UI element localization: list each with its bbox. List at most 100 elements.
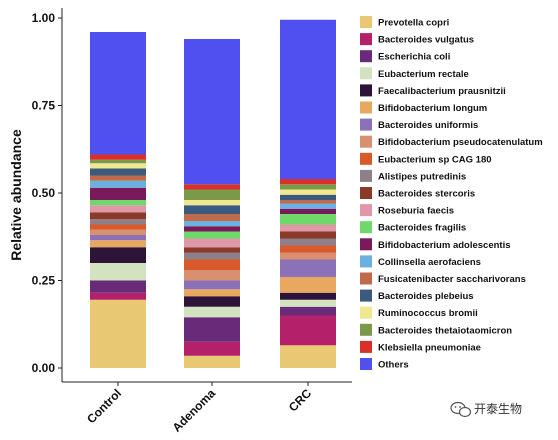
bar-segment-control-20 (90, 32, 146, 155)
bar-segment-crc-7 (280, 252, 336, 260)
y-axis-title: Relative abundance (8, 129, 24, 261)
bar-segment-control-4 (90, 247, 146, 263)
legend-swatch (360, 67, 372, 80)
legend-label: Fusicatenibacter saccharivorans (378, 274, 526, 285)
bar-segment-control-1 (90, 292, 146, 300)
legend-label: Bifidobacterium adolescentis (378, 240, 511, 251)
bar-segment-adenoma-3 (184, 306, 240, 318)
bar-segment-control-6 (90, 235, 146, 241)
legend-swatch (360, 50, 372, 63)
legend-label: Escherichia coli (378, 52, 450, 63)
bar-segment-adenoma-1 (184, 341, 240, 356)
legend-swatch (360, 135, 372, 148)
bar-segment-adenoma-6 (184, 280, 240, 290)
bar-segment-control-14 (90, 180, 146, 188)
bar-segment-adenoma-10 (184, 247, 240, 253)
bar-segment-adenoma-5 (184, 289, 240, 297)
legend-swatch (360, 169, 372, 182)
legend-swatch (360, 152, 372, 165)
bar-segment-crc-6 (280, 259, 336, 277)
bar-segment-crc-10 (280, 231, 336, 239)
bar-segment-crc-4 (280, 292, 336, 300)
bar-segment-control-17 (90, 163, 146, 169)
bar-segment-crc-2 (280, 306, 336, 316)
bar-segment-control-5 (90, 240, 146, 248)
bar-segment-crc-18 (280, 184, 336, 190)
legend-swatch (360, 323, 372, 336)
legend-label: Alistipes putredinis (378, 171, 466, 182)
legend-label: Collinsella aerofaciens (378, 257, 481, 268)
bar-segment-crc-15 (280, 200, 336, 204)
bar-segment-crc-3 (280, 299, 336, 307)
bars-layer (90, 19, 336, 368)
bar-segment-control-8 (90, 224, 146, 230)
bar-segment-crc-5 (280, 277, 336, 293)
legend-swatch (360, 187, 372, 199)
bar-segment-crc-16 (280, 194, 336, 200)
bar-segment-adenoma-19 (184, 184, 240, 190)
bar-segment-crc-11 (280, 224, 336, 232)
bar-segment-adenoma-7 (184, 270, 240, 281)
bar-segment-adenoma-0 (184, 355, 240, 368)
legend-swatch (360, 238, 372, 251)
legend-swatch (360, 272, 372, 285)
categories-layer: Control Adenoma CRC (84, 382, 314, 435)
bar-segment-crc-19 (280, 179, 336, 185)
legend-swatch (360, 221, 372, 234)
legend-label: Eubacterium sp CAG 180 (378, 154, 492, 165)
bar-segment-adenoma-9 (184, 252, 240, 260)
bar-segment-crc-20 (280, 19, 336, 179)
y-tick-label: 0.00 (32, 361, 56, 375)
bar-segment-control-12 (90, 200, 146, 206)
legend: Prevotella copri Bacteroides vulgatus Esch… (360, 16, 543, 371)
bar-segment-control-3 (90, 263, 146, 281)
legend-label: Faecalibacterium prausnitzii (378, 86, 506, 97)
bar-segment-crc-1 (280, 315, 336, 346)
axis-layer (61, 8, 352, 383)
legend-label: Bacteroides plebeius (378, 291, 474, 302)
legend-swatch (360, 101, 372, 114)
legend-label: Bacteroides uniformis (378, 120, 478, 131)
legend-swatch (360, 118, 372, 131)
legend-label: Bifidobacterium longum (378, 103, 487, 114)
bar-segment-adenoma-20 (184, 39, 240, 185)
bar-segment-control-2 (90, 280, 146, 293)
bar-segment-control-11 (90, 205, 146, 213)
bar-segment-adenoma-13 (184, 226, 240, 232)
bar-segment-adenoma-17 (184, 200, 240, 206)
wechat-logo-icon (450, 401, 472, 418)
watermark: 开泰生物 (450, 401, 522, 418)
legend-label: Prevotella copri (378, 18, 449, 29)
y-tick-label: 0.75 (32, 99, 56, 113)
bar-segment-adenoma-8 (184, 259, 240, 270)
legend-swatch (360, 255, 372, 268)
y-tick-label: 0.25 (32, 274, 56, 288)
watermark-text: 开泰生物 (474, 402, 522, 416)
legend-label: Eubacterium rectale (378, 69, 469, 80)
bar-segment-crc-0 (280, 345, 336, 368)
bar-segment-control-18 (90, 159, 146, 164)
bar-segment-control-0 (90, 299, 146, 368)
bar-segment-control-15 (90, 175, 146, 181)
bar-segment-adenoma-4 (184, 296, 240, 307)
legend-label: Bacteroides fragilis (378, 223, 466, 234)
bar-segment-control-10 (90, 212, 146, 220)
bar-segment-adenoma-15 (184, 214, 240, 221)
bar-segment-control-13 (90, 187, 146, 200)
y-tick-label: 1.00 (32, 11, 56, 25)
legend-swatch (360, 306, 372, 319)
bar-segment-adenoma-11 (184, 238, 240, 248)
bar-segment-control-19 (90, 154, 146, 160)
x-tick-label-control: Control (84, 386, 124, 426)
legend-label: Bacteroides stercoris (378, 189, 475, 200)
legend-label: Bifidobacterium pseudocatenulatum (378, 137, 543, 148)
bar-segment-crc-9 (280, 238, 336, 246)
bar-segment-control-9 (90, 219, 146, 225)
bar-segment-adenoma-2 (184, 317, 240, 342)
bar-segment-crc-12 (280, 214, 336, 225)
legend-swatch (360, 358, 372, 370)
x-tick-label-crc: CRC (286, 386, 315, 415)
legend-label: Roseburia faecis (378, 206, 454, 217)
